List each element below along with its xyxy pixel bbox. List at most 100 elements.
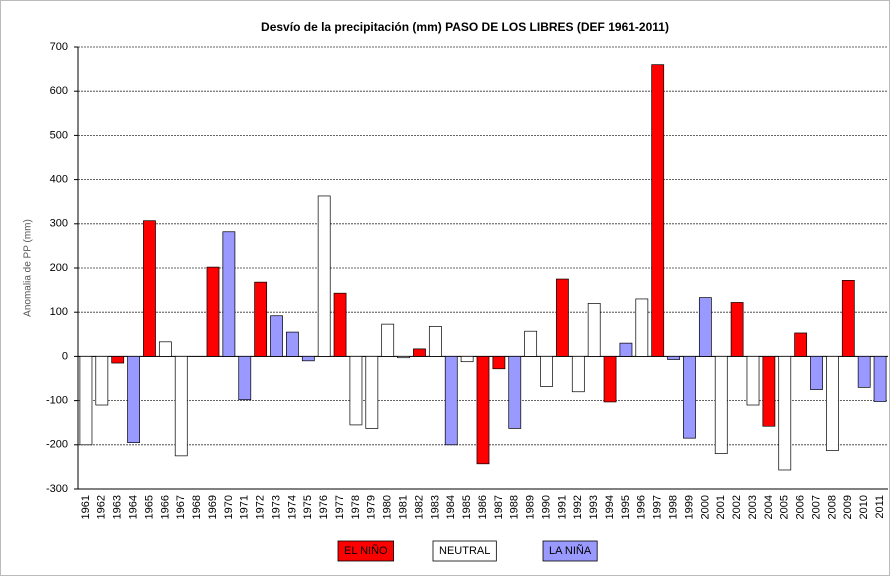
bar [254, 281, 268, 357]
bar [730, 302, 744, 357]
x-tick-label: 1980 [382, 495, 394, 519]
bar [524, 330, 538, 357]
legend-swatch [432, 540, 497, 562]
bar [492, 356, 506, 370]
x-tick-label: 2011 [874, 495, 886, 519]
bar [381, 323, 395, 357]
bar [143, 220, 156, 357]
x-tick-label: 1997 [652, 495, 664, 519]
x-tick-label: 1963 [112, 495, 124, 519]
x-tick-label: 1966 [159, 495, 171, 519]
x-tick-label: 1999 [683, 495, 695, 519]
legend-swatch [542, 540, 598, 562]
x-tick-label: 1965 [143, 495, 155, 519]
x-tick-label: 1976 [318, 495, 330, 519]
x-tick-label: 2008 [826, 495, 838, 519]
bar [587, 303, 601, 357]
x-tick-label: 1995 [620, 495, 632, 519]
bar [460, 356, 474, 363]
y-tick-label: -200 [46, 439, 68, 451]
x-tick-label: 1991 [556, 495, 568, 519]
bar [556, 278, 569, 357]
x-tick-label: 1970 [223, 495, 235, 519]
x-tick-label: 1975 [302, 495, 314, 519]
x-tick-label: 1987 [493, 495, 505, 519]
bar [79, 356, 93, 446]
x-tick-label: 2001 [715, 495, 727, 519]
bar [206, 266, 220, 357]
bar [778, 356, 792, 471]
bar [810, 356, 823, 390]
y-tick-label: 100 [50, 306, 68, 318]
x-tick-label: 2005 [779, 495, 791, 519]
y-tick-label: 0 [62, 350, 68, 362]
legend-swatch [337, 540, 395, 562]
x-tick-label: 2009 [842, 495, 854, 519]
bar [714, 356, 728, 454]
x-tick-label: 1971 [239, 495, 251, 519]
x-tick-label: 2006 [795, 495, 807, 519]
bar [238, 356, 252, 401]
y-tick-label: 400 [50, 174, 68, 186]
bar [365, 356, 379, 429]
y-tick-label: 700 [50, 41, 68, 53]
x-tick-label: 1968 [191, 495, 203, 519]
x-tick-label: 1961 [80, 495, 92, 519]
x-tick-label: 1986 [477, 495, 489, 519]
bar [301, 356, 315, 362]
x-tick-label: 1989 [525, 495, 537, 519]
bar [746, 356, 760, 406]
x-tick-label: 1979 [366, 495, 378, 519]
x-tick-label: 2010 [858, 495, 870, 519]
bar [95, 356, 109, 406]
bar [571, 356, 585, 393]
bar [826, 356, 839, 451]
x-tick-label: 1985 [461, 495, 473, 519]
y-tick-label: -100 [46, 395, 68, 407]
bar [413, 348, 426, 357]
bar [603, 356, 617, 403]
bar [698, 297, 712, 357]
x-tick-label: 1992 [572, 495, 584, 519]
bar [667, 356, 680, 360]
bar [873, 356, 887, 402]
bar [444, 356, 458, 446]
bar [857, 356, 871, 388]
bar [841, 280, 855, 357]
bar [349, 356, 363, 426]
x-tick-label: 2004 [763, 495, 775, 519]
x-tick-label: 1998 [667, 495, 679, 519]
x-tick-label: 1993 [588, 495, 600, 519]
bar [635, 298, 649, 357]
y-tick-label: 200 [50, 262, 68, 274]
x-tick-label: 2007 [810, 495, 822, 519]
y-tick-label: 300 [50, 218, 68, 230]
bar [651, 64, 665, 357]
bar [222, 231, 236, 357]
x-tick-label: 1964 [127, 495, 139, 519]
bar [619, 342, 633, 357]
x-tick-label: 1974 [286, 495, 298, 519]
bar [286, 331, 299, 357]
bar [794, 332, 808, 357]
bar [762, 356, 776, 427]
x-tick-label: 1996 [636, 495, 648, 519]
y-tick-label: 600 [50, 85, 68, 97]
chart-title: Desvío de la precipitación (mm) PASO DE … [261, 20, 669, 34]
x-tick-label: 1981 [397, 495, 409, 519]
y-tick-label: 500 [50, 129, 68, 141]
x-tick-label: 1994 [604, 495, 616, 519]
bar [333, 292, 347, 357]
x-tick-label: 1978 [350, 495, 362, 519]
legend-label: NEUTRAL [439, 545, 490, 557]
x-tick-label: 2000 [699, 495, 711, 519]
bar [508, 356, 522, 429]
x-tick-label: 1988 [509, 495, 521, 519]
bar [174, 356, 188, 457]
bar [317, 195, 331, 357]
legend-label: LA NIÑA [549, 544, 592, 557]
x-tick-label: 1967 [175, 495, 187, 519]
bar [397, 356, 410, 359]
bar [270, 315, 283, 357]
